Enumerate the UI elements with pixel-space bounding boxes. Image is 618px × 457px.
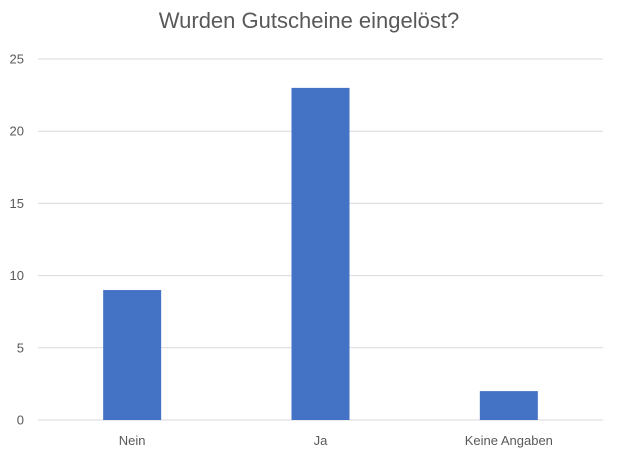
y-tick-label: 20 — [10, 124, 24, 139]
y-tick-label: 15 — [10, 196, 24, 211]
bar-nein — [103, 290, 162, 420]
y-tick-label: 0 — [17, 413, 24, 428]
bar-keine-angaben — [479, 391, 538, 420]
y-tick-label: 25 — [10, 52, 24, 67]
y-tick-label: 10 — [10, 268, 24, 283]
x-tick-label: Ja — [314, 433, 329, 448]
x-tick-label: Keine Angaben — [465, 433, 553, 448]
x-tick-label: Nein — [119, 433, 146, 448]
bar-ja — [291, 87, 350, 420]
y-tick-label: 5 — [17, 340, 24, 355]
chart-title: Wurden Gutscheine eingelöst? — [158, 8, 460, 33]
